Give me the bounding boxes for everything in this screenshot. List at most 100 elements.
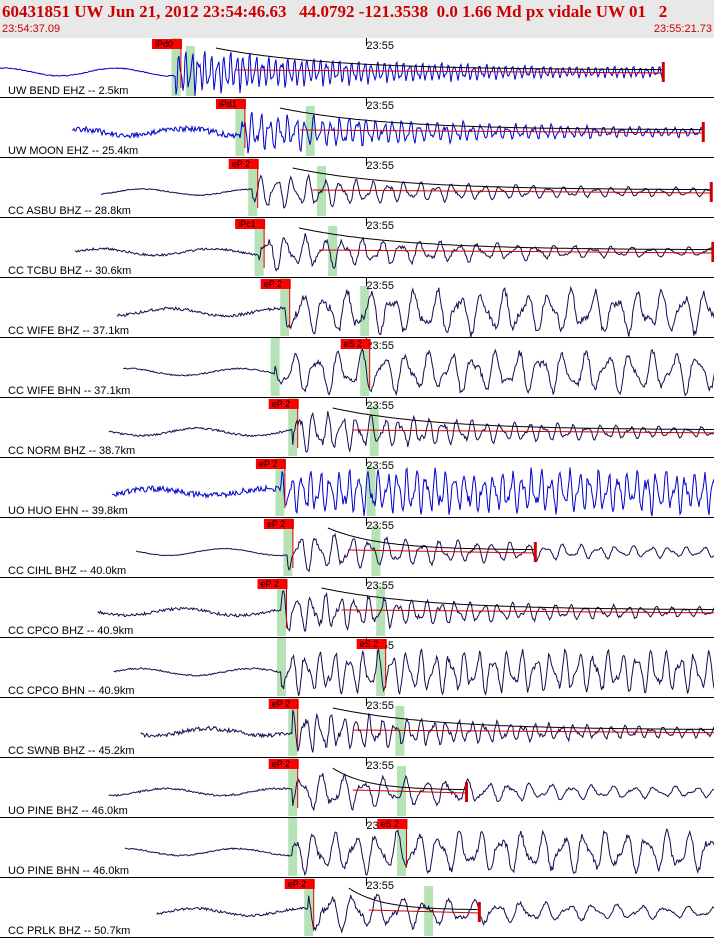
- minute-tick-label: 23:55: [366, 520, 394, 532]
- coda-fit-line: [347, 549, 536, 554]
- coda-decay-curve: [348, 887, 478, 911]
- start-time-label: 23:54:37.09: [2, 23, 61, 35]
- minute-tick-label: 23:55: [366, 40, 394, 52]
- seismogram-plot: 23:55 iPd0 UW BEND EHZ -- 2.5km 23:55 iPd1 UW…: [0, 38, 714, 938]
- p-window-band: [248, 158, 258, 216]
- coda-decay-curve: [332, 767, 465, 791]
- waveform: [113, 647, 714, 696]
- station-label: UO HUO EHN -- 39.8km: [8, 505, 128, 517]
- s-window-band: [371, 526, 381, 576]
- minute-tick-label: 23:55: [366, 100, 394, 112]
- s-window-band: [360, 286, 370, 336]
- station-label: CC NORM BHZ -- 38.7km: [8, 445, 135, 457]
- waveform: [135, 532, 714, 573]
- p-window-band: [288, 398, 298, 456]
- minute-tick-label: 23:55: [366, 340, 394, 352]
- station-label: UO PINE BHZ -- 46.0km: [8, 805, 128, 817]
- pick-flag[interactable]: [257, 579, 288, 589]
- trace-panel: 23:55 eP 2 CC SWNB BHZ -- 45.2km: [0, 698, 714, 758]
- pick-flag-label: eP 2: [261, 579, 279, 589]
- p-window-band: [288, 758, 298, 816]
- s-window-band: [360, 346, 370, 396]
- event-title: 60431851 UW Jun 21, 2012 23:54:46.63 44.…: [2, 2, 668, 21]
- p-window-band: [304, 878, 314, 936]
- trace-panel: 23:55 eP 2 UO PINE BHZ -- 46.0km: [0, 758, 714, 818]
- coda-decay-curve: [215, 47, 663, 71]
- waveform: [100, 173, 712, 209]
- pick-flag-label: iPd1: [219, 99, 237, 109]
- pick-flag[interactable]: [215, 99, 246, 109]
- station-label: CC WIFE BHZ -- 37.1km: [8, 325, 129, 337]
- coda-end-marker[interactable]: [533, 542, 537, 562]
- coda-decay-curve: [279, 107, 703, 131]
- pick-flag[interactable]: [340, 339, 371, 349]
- coda-decay-curve: [327, 527, 535, 551]
- p-window-band: [277, 578, 287, 636]
- s-window-band: [366, 466, 376, 516]
- s-window-band: [185, 46, 195, 96]
- pick-flag-label: eP 2: [272, 699, 290, 709]
- pick-flag[interactable]: [268, 399, 299, 409]
- station-label: CC CIHL BHZ -- 40.0km: [8, 565, 126, 577]
- coda-fit-line: [352, 789, 468, 794]
- p-window-band: [235, 98, 245, 156]
- pick-flag[interactable]: [235, 219, 266, 229]
- station-label: CC WIFE BHN -- 37.1km: [8, 385, 130, 397]
- coda-end-marker[interactable]: [701, 122, 705, 142]
- minute-tick-label: 23:55: [366, 460, 394, 472]
- coda-end-marker[interactable]: [477, 902, 481, 922]
- coda-fit-line: [235, 69, 664, 74]
- waveform: [111, 466, 714, 517]
- pick-flag-label: eP 2: [259, 459, 277, 469]
- trace-panel: 23:55 iPd1 UW MOON EHZ -- 25.4km: [0, 98, 714, 158]
- coda-end-marker[interactable]: [661, 62, 665, 82]
- station-label: UO PINE BHN -- 46.0km: [8, 865, 129, 877]
- coda-fit-line: [352, 429, 714, 434]
- pick-flag[interactable]: [263, 519, 294, 529]
- trace-panel: 23:55 eP 2 CC NORM BHZ -- 38.7km: [0, 398, 714, 458]
- station-label: UW BEND EHZ -- 2.5km: [8, 85, 128, 97]
- coda-decay-curve: [299, 227, 714, 251]
- trace-panel: 23:55 iPd0 UW BEND EHZ -- 2.5km: [0, 38, 714, 98]
- station-label: CC SWNB BHZ -- 45.2km: [8, 745, 135, 757]
- pick-flag[interactable]: [268, 759, 299, 769]
- pick-flag[interactable]: [260, 279, 291, 289]
- pick-flag[interactable]: [268, 699, 299, 709]
- pick-flag[interactable]: [377, 819, 408, 829]
- pick-flag-label: iPd0: [155, 39, 173, 49]
- coda-fit-line: [299, 129, 704, 134]
- pick-flag[interactable]: [356, 639, 387, 649]
- coda-fit-line: [341, 609, 714, 614]
- waveform: [97, 590, 714, 632]
- coda-end-marker[interactable]: [465, 782, 469, 802]
- pick-flag-label: eP 2: [272, 759, 290, 769]
- coda-fit-line: [352, 729, 714, 734]
- p-window-band: [275, 458, 285, 516]
- pick-flag-label: eS 2: [380, 819, 399, 829]
- minute-tick-label: 23:55: [366, 580, 394, 592]
- minute-tick-label: 23:55: [366, 280, 394, 292]
- s-window-band: [424, 886, 434, 936]
- coda-end-marker[interactable]: [709, 182, 713, 202]
- station-label: CC CPCO BHZ -- 40.9km: [8, 625, 133, 637]
- pick-flag[interactable]: [284, 879, 315, 889]
- station-label: CC PRLK BHZ -- 50.7km: [8, 925, 130, 937]
- pick-flag-label: eP 2: [232, 159, 250, 169]
- coda-decay-curve: [332, 407, 714, 430]
- pick-flag[interactable]: [255, 459, 286, 469]
- trace-panel: 23:55 eP 2 CC CPCO BHZ -- 40.9km: [0, 578, 714, 638]
- pick-flag-label: eP 2: [267, 519, 285, 529]
- pick-flag-label: eP 2: [264, 279, 282, 289]
- pick-flag[interactable]: [228, 159, 259, 169]
- station-label: CC ASBU BHZ -- 28.8km: [8, 205, 131, 217]
- coda-end-marker[interactable]: [711, 242, 714, 262]
- pick-flag[interactable]: [151, 39, 182, 49]
- minute-tick-label: 23:55: [366, 700, 394, 712]
- waveform: [74, 233, 714, 272]
- trace-panel: 23:55 iPc1 CC TCBU BHZ -- 30.6km: [0, 218, 714, 278]
- waveform: [156, 893, 714, 934]
- waveform: [140, 709, 714, 753]
